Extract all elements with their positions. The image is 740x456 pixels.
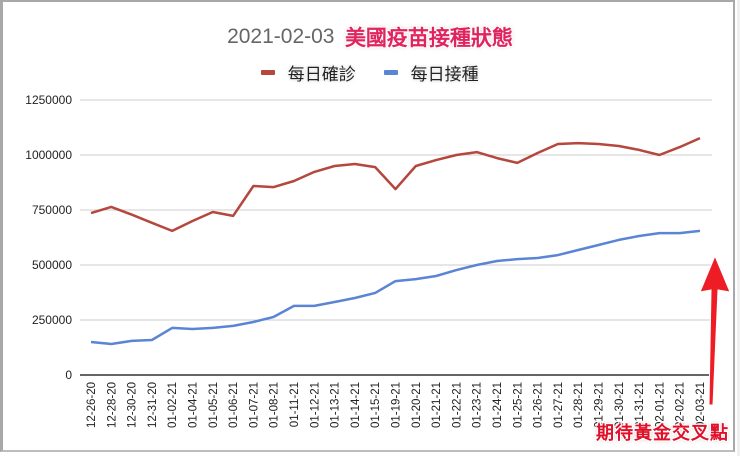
legend-item-vaccinations: 每日接種: [384, 60, 479, 85]
x-tick-label: 01-07-21: [248, 382, 260, 428]
gridlines: [80, 99, 712, 376]
x-tick-label: 02-01-21: [654, 382, 666, 428]
legend-item-cases: 每日確診: [261, 60, 356, 85]
x-tick-label: 01-12-21: [309, 382, 321, 428]
x-tick-label: 01-06-21: [228, 382, 240, 428]
x-tick-label: 01-25-21: [512, 382, 524, 428]
title-date: 2021-02-03: [227, 25, 335, 48]
annotation-text: 期待黃金交叉點: [596, 423, 729, 444]
x-tick-label: 01-15-21: [370, 382, 382, 428]
x-tick-label: 01-20-21: [411, 382, 423, 428]
x-axis-ticks: 12-26-20 12-28-20 12-30-20 12-31-20 01-02-21…: [86, 382, 707, 428]
y-tick-label: 250000: [32, 313, 72, 327]
legend-swatch-vaccinations: [384, 70, 399, 75]
y-tick-label: 750000: [32, 203, 72, 217]
chart-legend: 每日確診 每日接種: [0, 60, 740, 85]
y-axis-ticks: 0 250000 500000 750000 1000000 1250000: [25, 93, 72, 382]
x-tick-label: 01-14-21: [350, 382, 362, 428]
data-series: [90, 136, 701, 346]
x-tick-label: 12-31-20: [147, 382, 159, 428]
x-tick-label: 01-31-21: [634, 382, 646, 428]
x-tick-label: 01-26-21: [533, 382, 545, 428]
legend-label-vaccinations: 每日接種: [410, 65, 479, 85]
up-arrow-icon: [699, 254, 731, 406]
x-tick-label: 01-05-21: [208, 382, 220, 428]
x-tick-label: 01-21-21: [431, 382, 443, 428]
legend-swatch-cases: [261, 70, 276, 75]
x-tick-label: 01-19-21: [391, 382, 403, 428]
x-tick-label: 01-23-21: [472, 382, 484, 428]
x-tick-label: 01-11-21: [289, 382, 301, 427]
x-tick-label: 01-04-21: [188, 382, 200, 428]
right-edge-strip: [737, 0, 740, 456]
y-tick-label: 0: [65, 368, 72, 382]
x-tick-label: 01-02-21: [167, 382, 179, 428]
x-tick-label: 01-29-21: [594, 382, 606, 428]
y-tick-label: 500000: [32, 258, 72, 272]
x-tick-label: 01-22-21: [451, 382, 463, 428]
x-tick-label: 02-03-21: [695, 382, 707, 428]
chart-title: 2021-02-03 美國疫苗接種狀態: [0, 22, 740, 52]
x-tick-label: 12-26-20: [86, 382, 98, 428]
x-tick-label: 12-28-20: [106, 382, 118, 428]
x-tick-label: 01-08-21: [269, 382, 281, 428]
x-tick-label: 01-13-21: [330, 382, 342, 428]
y-tick-label: 1000000: [25, 148, 72, 162]
title-text: 美國疫苗接種狀態: [344, 26, 513, 50]
x-tick-label: 01-24-21: [492, 382, 504, 428]
x-tick-label: 12-30-20: [127, 382, 139, 428]
x-tick-label: 01-30-21: [614, 382, 626, 428]
series-line-cases: [90, 136, 701, 233]
y-tick-label: 1250000: [25, 93, 72, 107]
x-tick-label: 02-02-21: [675, 382, 687, 428]
series-line-vaccinations: [90, 229, 701, 346]
x-tick-label: 01-27-21: [553, 382, 565, 428]
legend-label-cases: 每日確診: [287, 65, 356, 85]
x-tick-label: 01-28-21: [573, 382, 585, 428]
